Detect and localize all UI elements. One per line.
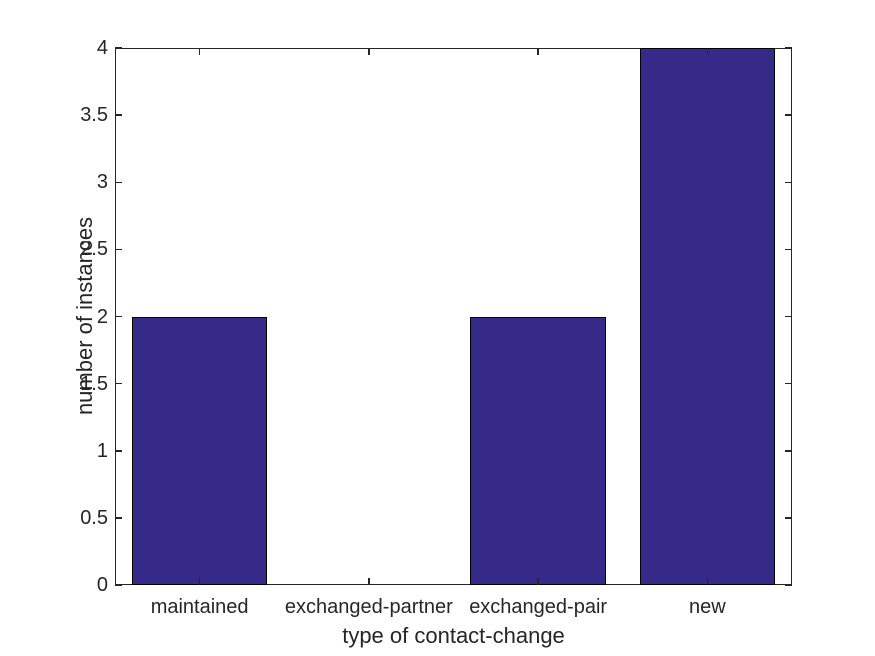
y-tick-label: 0: [96, 574, 108, 596]
x-tick-top: [368, 48, 370, 55]
y-tick-label: 3.5: [80, 104, 108, 127]
y-tick-right: [785, 584, 792, 586]
y-tick-right: [785, 382, 792, 385]
x-tick-label-maintained: maintained: [150, 596, 249, 618]
y-tick-left: [115, 181, 122, 183]
y-tick-left: [115, 47, 122, 49]
y-tick-left: [115, 114, 122, 116]
x-tick-label-new: new: [689, 596, 726, 618]
x-tick-label-exchanged-partner: exchanged-partner: [284, 596, 453, 618]
y-tick-left: [115, 248, 122, 251]
x-tick-bottom: [706, 578, 709, 585]
y-tick-right: [785, 181, 792, 183]
y-tick-label: 1.5: [80, 372, 108, 395]
y-tick-right: [785, 47, 792, 49]
x-tick-top: [198, 48, 201, 55]
x-tick-label-exchanged-pair: exchanged-pair: [469, 596, 608, 618]
y-tick-label: 0.5: [80, 506, 108, 529]
y-tick-right: [785, 517, 792, 519]
x-axis-label: type of contact-change: [342, 623, 565, 648]
y-tick-left: [115, 315, 122, 318]
y-axis-label: number of instances: [72, 216, 97, 416]
y-tick-label: 2.5: [80, 238, 108, 261]
y-tick-label: 1: [96, 439, 108, 462]
y-tick-left: [115, 584, 122, 586]
x-tick-bottom: [537, 578, 539, 585]
y-tick-right: [785, 450, 792, 452]
y-tick-right: [785, 248, 792, 251]
bar-maintained: [131, 316, 268, 585]
y-tick-label: 4: [96, 37, 108, 59]
x-tick-top: [537, 48, 539, 55]
y-tick-left: [115, 517, 122, 519]
y-tick-label: 3: [96, 171, 108, 194]
bar-exchanged-pair: [470, 316, 606, 585]
y-tick-left: [115, 382, 122, 385]
x-tick-bottom: [368, 578, 370, 585]
x-tick-top: [706, 48, 709, 55]
y-tick-right: [785, 315, 792, 318]
x-tick-bottom: [198, 578, 201, 585]
y-tick-label: 2: [96, 305, 108, 328]
y-tick-right: [785, 114, 792, 116]
bar-new: [639, 48, 776, 585]
y-tick-left: [115, 450, 122, 452]
